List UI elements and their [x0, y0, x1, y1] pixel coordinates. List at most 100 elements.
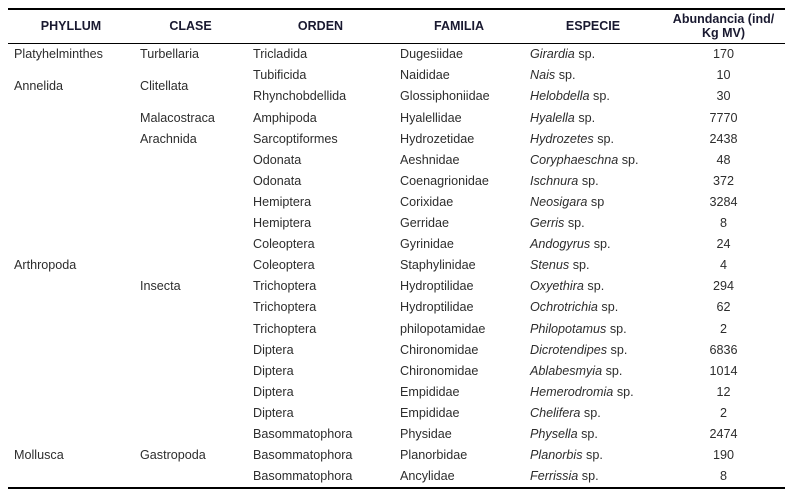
sp-suffix: sp. — [609, 321, 627, 336]
sp-suffix: sp — [590, 194, 605, 209]
clase-cell: Clitellata — [140, 78, 189, 93]
sp-suffix: sp. — [572, 258, 590, 273]
sp-suffix: sp. — [581, 469, 599, 484]
familia-cell: Ancylidae — [400, 469, 455, 484]
familia-cell: Empididae — [400, 405, 460, 420]
table-row: Odonata Coenagrionidae Ischnura sp. 372 — [8, 170, 785, 191]
table-row: Trichoptera philopotamidae Philopotamus s… — [8, 318, 785, 339]
header-orden: ORDEN — [247, 9, 394, 44]
abundance-table-container: PHYLLUM CLASE ORDEN FAMILIA ESPECIE Abun… — [8, 8, 785, 489]
header-abundancia-line2: Kg MV) — [701, 26, 746, 41]
table-row: Mollusca Gastropoda Basommatophora Physi… — [8, 423, 785, 462]
table-row: Diptera Empididae Hemerodromia sp. 12 — [8, 381, 785, 402]
especie-cell: Hemerodromia sp. — [524, 381, 662, 402]
familia-cell: Hydrozetidae — [400, 131, 475, 146]
genus-name: Nais — [530, 68, 556, 83]
familia-cell: Dugesiidae — [400, 47, 464, 62]
genus-name: Helobdella — [530, 89, 590, 104]
especie-cell: Hydrozetes sp. — [524, 128, 662, 149]
abundancia-cell: 2 — [719, 321, 727, 336]
genus-name: Dicrotendipes — [530, 342, 608, 357]
sp-suffix: sp. — [593, 237, 611, 252]
familia-cell: philopotamidae — [400, 321, 486, 336]
familia-cell: Empididae — [400, 384, 460, 399]
table-row: Hemiptera Corixidae Neosigara sp 3284 — [8, 191, 785, 212]
familia-cell: Physidae — [400, 426, 452, 441]
sp-suffix: sp. — [593, 89, 610, 104]
especie-cell: Dicrotendipes sp. — [524, 339, 662, 360]
familia-cell: Gyrinidae — [400, 237, 454, 252]
clase-cell: Arachnida — [140, 131, 197, 146]
table-row: Arthropoda Malacostraca Amphipoda Hyalel… — [8, 107, 785, 273]
genus-name: Oxyethira — [530, 279, 584, 294]
orden-cell: Diptera — [253, 384, 294, 399]
table-row: Annelida Clitellata Tubificida Naididae … — [8, 65, 785, 93]
table-row: Diptera Chironomidae Ablabesmyia sp. 1014 — [8, 360, 785, 381]
genus-name: Andogyrus — [530, 237, 591, 252]
sp-suffix: sp. — [610, 342, 628, 357]
table-row: Basommatophora Ancylidae Ferrissia sp. 8 — [8, 466, 785, 488]
sp-suffix: sp. — [587, 279, 605, 294]
familia-cell: Glossiphoniidae — [400, 89, 490, 104]
sp-suffix: sp. — [621, 152, 639, 167]
genus-name: Ablabesmyia — [530, 363, 603, 378]
orden-cell: Hemiptera — [253, 194, 312, 209]
sp-suffix: sp. — [586, 448, 603, 463]
especie-cell: Helobdella sp. — [524, 86, 662, 107]
orden-cell: Tricladida — [253, 47, 308, 62]
sp-suffix: sp. — [581, 173, 599, 188]
genus-name: Neosigara — [530, 194, 588, 209]
especie-cell: Andogyrus sp. — [524, 234, 662, 255]
orden-cell: Basommatophora — [253, 448, 353, 463]
familia-cell: Coenagrionidae — [400, 173, 489, 188]
orden-cell: Sarcoptiformes — [253, 131, 338, 146]
genus-name: Ferrissia — [530, 469, 579, 484]
sp-suffix: sp. — [601, 300, 619, 315]
abundancia-cell: 2438 — [709, 131, 738, 146]
sp-suffix: sp. — [581, 426, 598, 441]
familia-cell: Aeshnidae — [400, 152, 460, 167]
genus-name: Planorbis — [530, 448, 583, 463]
familia-cell: Hyalellidae — [400, 110, 462, 125]
especie-cell: Girardia sp. — [524, 43, 662, 65]
abundancia-cell: 3284 — [709, 194, 738, 209]
table-row: Trichoptera Hydroptilidae Oxyethira sp. 2… — [8, 276, 785, 297]
table-row: Diptera Empididae Chelifera sp. 2 — [8, 402, 785, 423]
table-row: Arachnida Sarcoptiformes Hydrozetidae Hy… — [8, 128, 785, 149]
genus-name: Ischnura — [530, 173, 579, 188]
orden-cell: Amphipoda — [253, 110, 317, 125]
genus-name: Gerris — [530, 216, 565, 231]
abundancia-cell: 294 — [712, 279, 734, 294]
sp-suffix: sp. — [558, 68, 576, 83]
abundancia-cell: 190 — [712, 448, 734, 463]
orden-cell: Coleoptera — [253, 237, 315, 252]
abundancia-cell: 2 — [719, 405, 727, 420]
genus-name: Stenus — [530, 258, 570, 273]
abundancia-cell: 372 — [712, 173, 734, 188]
header-abundancia-line1: Abundancia (ind/ — [672, 12, 775, 26]
abundancia-cell: 48 — [716, 152, 731, 167]
abundancia-cell: 2474 — [709, 426, 738, 441]
sp-suffix: sp. — [616, 384, 634, 399]
familia-cell: Chironomidae — [400, 342, 479, 357]
table-row: Rhynchobdellida Glossiphoniidae Helobdel… — [8, 86, 785, 107]
especie-cell: Neosigara sp — [524, 191, 662, 212]
genus-name: Hemerodromia — [530, 384, 614, 399]
abundancia-cell: 12 — [716, 384, 731, 399]
especie-cell: Ablabesmyia sp. — [524, 360, 662, 381]
orden-cell: Diptera — [253, 342, 294, 357]
orden-cell: Basommatophora — [253, 426, 353, 441]
header-row: PHYLLUM CLASE ORDEN FAMILIA ESPECIE Abun… — [8, 9, 785, 44]
phylum-cell: Arthropoda — [14, 258, 77, 273]
sp-suffix: sp. — [605, 363, 623, 378]
especie-cell: Coryphaeschna sp. — [524, 149, 662, 170]
phylum-cell: Annelida — [14, 78, 64, 93]
header-familia: FAMILIA — [394, 9, 524, 44]
especie-cell: Oxyethira sp. — [524, 276, 662, 297]
table-row: Coleoptera Staphylinidae Stenus sp. 4 — [8, 255, 785, 276]
abundancia-cell: 4 — [719, 258, 727, 273]
clase-cell: Turbellaria — [140, 47, 200, 62]
phylum-cell: Mollusca — [14, 448, 64, 463]
familia-cell: Staphylinidae — [400, 258, 476, 273]
abundancia-cell: 30 — [716, 89, 731, 104]
